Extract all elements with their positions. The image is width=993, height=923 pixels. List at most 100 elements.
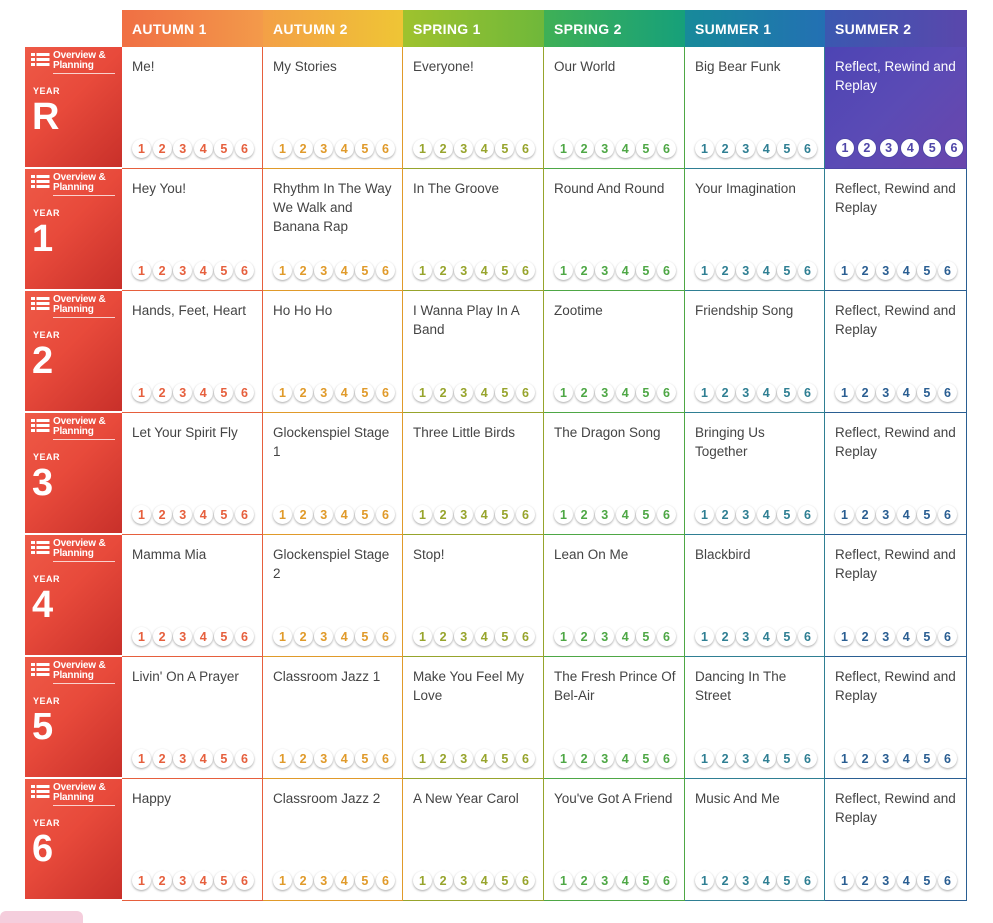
lesson-2-button[interactable]: 2 [433, 749, 453, 768]
lesson-4-button[interactable]: 4 [474, 871, 494, 890]
lesson-6-button[interactable]: 6 [937, 627, 957, 646]
lesson-4-button[interactable]: 4 [756, 871, 776, 890]
lesson-6-button[interactable]: 6 [937, 505, 957, 524]
lesson-1-button[interactable]: 1 [695, 383, 714, 402]
lesson-4-button[interactable]: 4 [474, 383, 494, 402]
lesson-1-button[interactable]: 1 [695, 749, 714, 768]
lesson-1-button[interactable]: 1 [554, 261, 573, 280]
lesson-2-button[interactable]: 2 [433, 505, 453, 524]
lesson-6-button[interactable]: 6 [797, 383, 817, 402]
lesson-6-button[interactable]: 6 [375, 505, 395, 524]
lesson-1-button[interactable]: 1 [413, 627, 432, 646]
lesson-1-button[interactable]: 1 [695, 505, 714, 524]
unit-title-link[interactable]: Hey You! [132, 181, 187, 196]
lesson-6-button[interactable]: 6 [937, 749, 957, 768]
lesson-3-button[interactable]: 3 [876, 383, 896, 402]
lesson-1-button[interactable]: 1 [132, 871, 151, 890]
lesson-3-button[interactable]: 3 [314, 261, 334, 280]
lesson-3-button[interactable]: 3 [454, 261, 474, 280]
lesson-3-button[interactable]: 3 [314, 139, 334, 158]
unit-title-link[interactable]: Music And Me [695, 791, 780, 806]
lesson-4-button[interactable]: 4 [334, 749, 354, 768]
lesson-4-button[interactable]: 4 [615, 139, 635, 158]
lesson-4-button[interactable]: 4 [474, 261, 494, 280]
lesson-2-button[interactable]: 2 [715, 261, 735, 280]
lesson-6-button[interactable]: 6 [797, 749, 817, 768]
unit-title-link[interactable]: Reflect, Rewind and Replay [835, 425, 956, 459]
lesson-6-button[interactable]: 6 [375, 749, 395, 768]
lesson-3-button[interactable]: 3 [876, 505, 896, 524]
lesson-5-button[interactable]: 5 [917, 749, 937, 768]
overview-planning-link[interactable]: Overview & Planning [31, 661, 115, 684]
lesson-1-button[interactable]: 1 [273, 383, 292, 402]
lesson-3-button[interactable]: 3 [454, 627, 474, 646]
lesson-5-button[interactable]: 5 [636, 871, 656, 890]
lesson-2-button[interactable]: 2 [293, 261, 313, 280]
lesson-4-button[interactable]: 4 [615, 627, 635, 646]
lesson-5-button[interactable]: 5 [355, 383, 375, 402]
lesson-6-button[interactable]: 6 [375, 383, 395, 402]
lesson-6-button[interactable]: 6 [797, 139, 817, 158]
lesson-2-button[interactable]: 2 [433, 261, 453, 280]
overview-planning-link[interactable]: Overview & Planning [31, 295, 115, 318]
lesson-3-button[interactable]: 3 [173, 505, 193, 524]
overview-planning-link[interactable]: Overview & Planning [31, 783, 115, 806]
lesson-6-button[interactable]: 6 [234, 139, 254, 158]
lesson-2-button[interactable]: 2 [433, 871, 453, 890]
unit-title-link[interactable]: Three Little Birds [413, 425, 516, 440]
lesson-6-button[interactable]: 6 [656, 505, 676, 524]
lesson-1-button[interactable]: 1 [413, 139, 432, 158]
lesson-5-button[interactable]: 5 [495, 749, 515, 768]
lesson-1-button[interactable]: 1 [554, 871, 573, 890]
lesson-4-button[interactable]: 4 [334, 261, 354, 280]
lesson-4-button[interactable]: 4 [193, 505, 213, 524]
lesson-3-button[interactable]: 3 [454, 871, 474, 890]
lesson-4-button[interactable]: 4 [334, 627, 354, 646]
lesson-4-button[interactable]: 4 [615, 505, 635, 524]
lesson-2-button[interactable]: 2 [152, 871, 172, 890]
lesson-1-button[interactable]: 1 [413, 383, 432, 402]
lesson-5-button[interactable]: 5 [214, 261, 234, 280]
lesson-1-button[interactable]: 1 [835, 627, 854, 646]
lesson-3-button[interactable]: 3 [736, 871, 756, 890]
lesson-5-button[interactable]: 5 [214, 383, 234, 402]
lesson-4-button[interactable]: 4 [615, 871, 635, 890]
unit-title-link[interactable]: Reflect, Rewind and Replay [835, 791, 956, 825]
lesson-2-button[interactable]: 2 [574, 627, 594, 646]
lesson-6-button[interactable]: 6 [234, 383, 254, 402]
lesson-1-button[interactable]: 1 [132, 627, 151, 646]
lesson-2-button[interactable]: 2 [715, 871, 735, 890]
lesson-1-button[interactable]: 1 [835, 505, 854, 524]
lesson-5-button[interactable]: 5 [917, 627, 937, 646]
unit-title-link[interactable]: Classroom Jazz 2 [273, 791, 381, 806]
lesson-2-button[interactable]: 2 [293, 505, 313, 524]
unit-title-link[interactable]: Hands, Feet, Heart [132, 303, 247, 318]
lesson-5-button[interactable]: 5 [636, 627, 656, 646]
lesson-5-button[interactable]: 5 [636, 505, 656, 524]
unit-title-link[interactable]: Zootime [554, 303, 603, 318]
lesson-1-button[interactable]: 1 [554, 627, 573, 646]
lesson-6-button[interactable]: 6 [656, 139, 676, 158]
lesson-5-button[interactable]: 5 [495, 871, 515, 890]
unit-title-link[interactable]: Dancing In The Street [695, 669, 787, 703]
lesson-2-button[interactable]: 2 [855, 749, 875, 768]
lesson-4-button[interactable]: 4 [193, 139, 213, 158]
lesson-1-button[interactable]: 1 [273, 627, 292, 646]
lesson-3-button[interactable]: 3 [736, 261, 756, 280]
lesson-5-button[interactable]: 5 [777, 383, 797, 402]
unit-title-link[interactable]: Glockenspiel Stage 1 [273, 425, 390, 459]
lesson-4-button[interactable]: 4 [896, 627, 916, 646]
lesson-3-button[interactable]: 3 [314, 383, 334, 402]
lesson-5-button[interactable]: 5 [495, 261, 515, 280]
lesson-5-button[interactable]: 5 [214, 749, 234, 768]
lesson-2-button[interactable]: 2 [574, 871, 594, 890]
lesson-4-button[interactable]: 4 [474, 505, 494, 524]
lesson-3-button[interactable]: 3 [876, 627, 896, 646]
lesson-4-button[interactable]: 4 [334, 383, 354, 402]
lesson-6-button[interactable]: 6 [515, 505, 535, 524]
lesson-6-button[interactable]: 6 [234, 627, 254, 646]
lesson-3-button[interactable]: 3 [595, 261, 615, 280]
unit-title-link[interactable]: Me! [132, 59, 155, 74]
lesson-6-button[interactable]: 6 [234, 749, 254, 768]
lesson-5-button[interactable]: 5 [777, 505, 797, 524]
